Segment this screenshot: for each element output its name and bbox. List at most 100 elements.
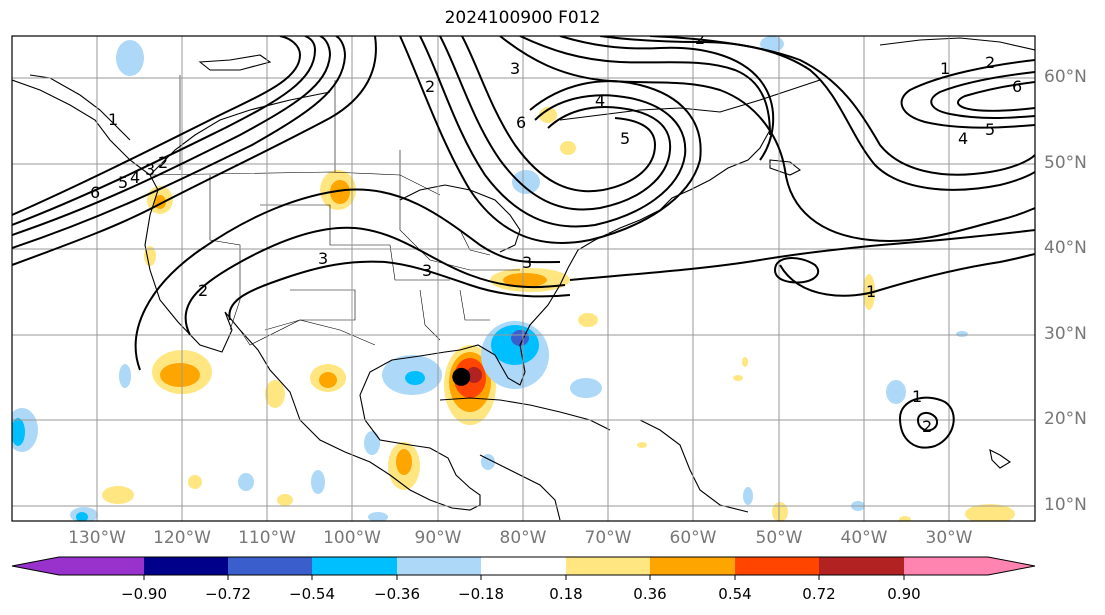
- contour-label: 4: [958, 129, 968, 148]
- coastline: [29, 74, 131, 141]
- colorbar-segment: [312, 557, 397, 575]
- coastline: [399, 184, 521, 253]
- colorbar-segment: [144, 557, 228, 575]
- border: [399, 150, 520, 271]
- negative-anomaly-patch: [491, 325, 539, 365]
- lat-label: 30°N: [1044, 324, 1087, 344]
- contour-line: [461, 36, 657, 193]
- contour-line: [12, 36, 302, 216]
- negative-anomaly-patch: [512, 170, 540, 194]
- coastline: [559, 79, 821, 121]
- positive-anomaly-patch: [277, 494, 293, 506]
- contour-label: 3: [145, 160, 155, 179]
- contour-line: [519, 36, 771, 136]
- coastline: [639, 419, 749, 513]
- contour-label: 6: [90, 183, 100, 202]
- negative-anomaly-patch: [311, 470, 325, 494]
- negative-anomaly-patch: [238, 473, 254, 491]
- contour-line: [12, 36, 347, 249]
- colorbar-max-extend: [988, 557, 1035, 575]
- contour-label: 2: [922, 417, 932, 436]
- negative-anomaly-patch: [743, 487, 753, 505]
- negative-anomaly-patch: [116, 40, 144, 76]
- coastline: [198, 54, 272, 71]
- positive-anomaly-patch: [188, 475, 202, 489]
- contour-line: [419, 36, 687, 228]
- contour-label: 3: [522, 253, 532, 272]
- negative-anomaly-patch: [570, 378, 602, 398]
- coastline: [12, 79, 771, 511]
- contour-label: 3: [510, 59, 520, 78]
- colorbar-tick-label: −0.36: [374, 585, 420, 603]
- coastline: [879, 37, 1035, 51]
- lat-label: 20°N: [1044, 409, 1087, 429]
- contour-line: [599, 36, 1035, 191]
- positive-anomaly-patch: [319, 372, 337, 388]
- positive-anomaly-patch: [503, 273, 547, 287]
- map-title: 2024100900 F012: [444, 8, 601, 28]
- contour-line: [12, 36, 317, 226]
- positive-anomaly-patch: [560, 141, 576, 155]
- contour-label: 2: [695, 29, 705, 48]
- contour-labels: 6 5 4 3 2 1 6 5 4 3 2 3 3 3 2 2 1 2 1 2 …: [90, 29, 1022, 436]
- positive-anomaly-patch: [396, 449, 412, 475]
- positive-anomaly-patch: [144, 246, 156, 266]
- colorbar-tick-label: 0.36: [633, 585, 667, 603]
- positive-anomaly-patch: [578, 313, 598, 327]
- lon-label: 60°W: [669, 528, 717, 548]
- border: [264, 289, 356, 331]
- contour-label: 3: [318, 249, 328, 268]
- contour-line: [956, 81, 1035, 112]
- positive-anomaly-patch: [265, 380, 285, 408]
- contour-line: [569, 229, 1035, 281]
- coastlines: [12, 37, 1035, 521]
- lat-label: 10°N: [1044, 495, 1087, 515]
- contour-line: [900, 59, 1035, 129]
- colorbar-segment: [904, 557, 988, 575]
- lon-label: 100°W: [323, 528, 381, 548]
- negative-anomaly-patch: [956, 331, 968, 337]
- contour-line: [134, 188, 561, 371]
- contour-lines: [12, 36, 1035, 449]
- coastline: [769, 159, 802, 176]
- contour-label: 1: [940, 59, 950, 78]
- contour-label: 2: [425, 77, 435, 96]
- contour-label: 2: [985, 53, 995, 72]
- colorbar-segment: [228, 557, 312, 575]
- colorbar-tick-label: 0.54: [718, 585, 752, 603]
- contour-label: 1: [866, 282, 876, 301]
- colorbar-tick-label: 0.72: [802, 585, 836, 603]
- contour-line: [399, 36, 702, 244]
- positive-anomaly-patch: [539, 107, 557, 123]
- negative-anomaly-patch: [481, 454, 495, 470]
- positive-anomaly-patch: [899, 516, 911, 521]
- coastline: [479, 454, 561, 521]
- positive-anomaly-patch: [637, 442, 647, 448]
- contour-line: [499, 36, 1035, 242]
- positive-anomaly-patch: [742, 357, 748, 367]
- positive-anomaly-patch: [772, 502, 788, 521]
- contour-label: 1: [108, 110, 118, 129]
- contour-label: 3: [422, 261, 432, 280]
- border: [209, 175, 241, 331]
- negative-anomaly-patch: [368, 512, 388, 521]
- border: [459, 289, 490, 321]
- contour-label: 5: [118, 173, 128, 192]
- lon-label: 70°W: [584, 528, 632, 548]
- coastline: [989, 449, 1012, 469]
- contour-line: [12, 36, 332, 236]
- negative-anomaly-patch: [886, 380, 906, 404]
- contour-line: [773, 257, 820, 284]
- border: [260, 204, 450, 281]
- contour-label: 6: [1012, 77, 1022, 96]
- contour-label: 2: [198, 281, 208, 300]
- colorbar-segment: [481, 557, 566, 575]
- storm-center-marker: [452, 367, 471, 386]
- colorbar-segment: [397, 557, 481, 575]
- colorbar-segment: [735, 557, 819, 575]
- contour-line: [439, 36, 672, 211]
- positive-anomaly-patch: [330, 180, 350, 204]
- lon-label: 30°W: [925, 528, 973, 548]
- negative-anomaly-patch: [12, 418, 25, 446]
- colorbar-tick-label: −0.54: [289, 585, 335, 603]
